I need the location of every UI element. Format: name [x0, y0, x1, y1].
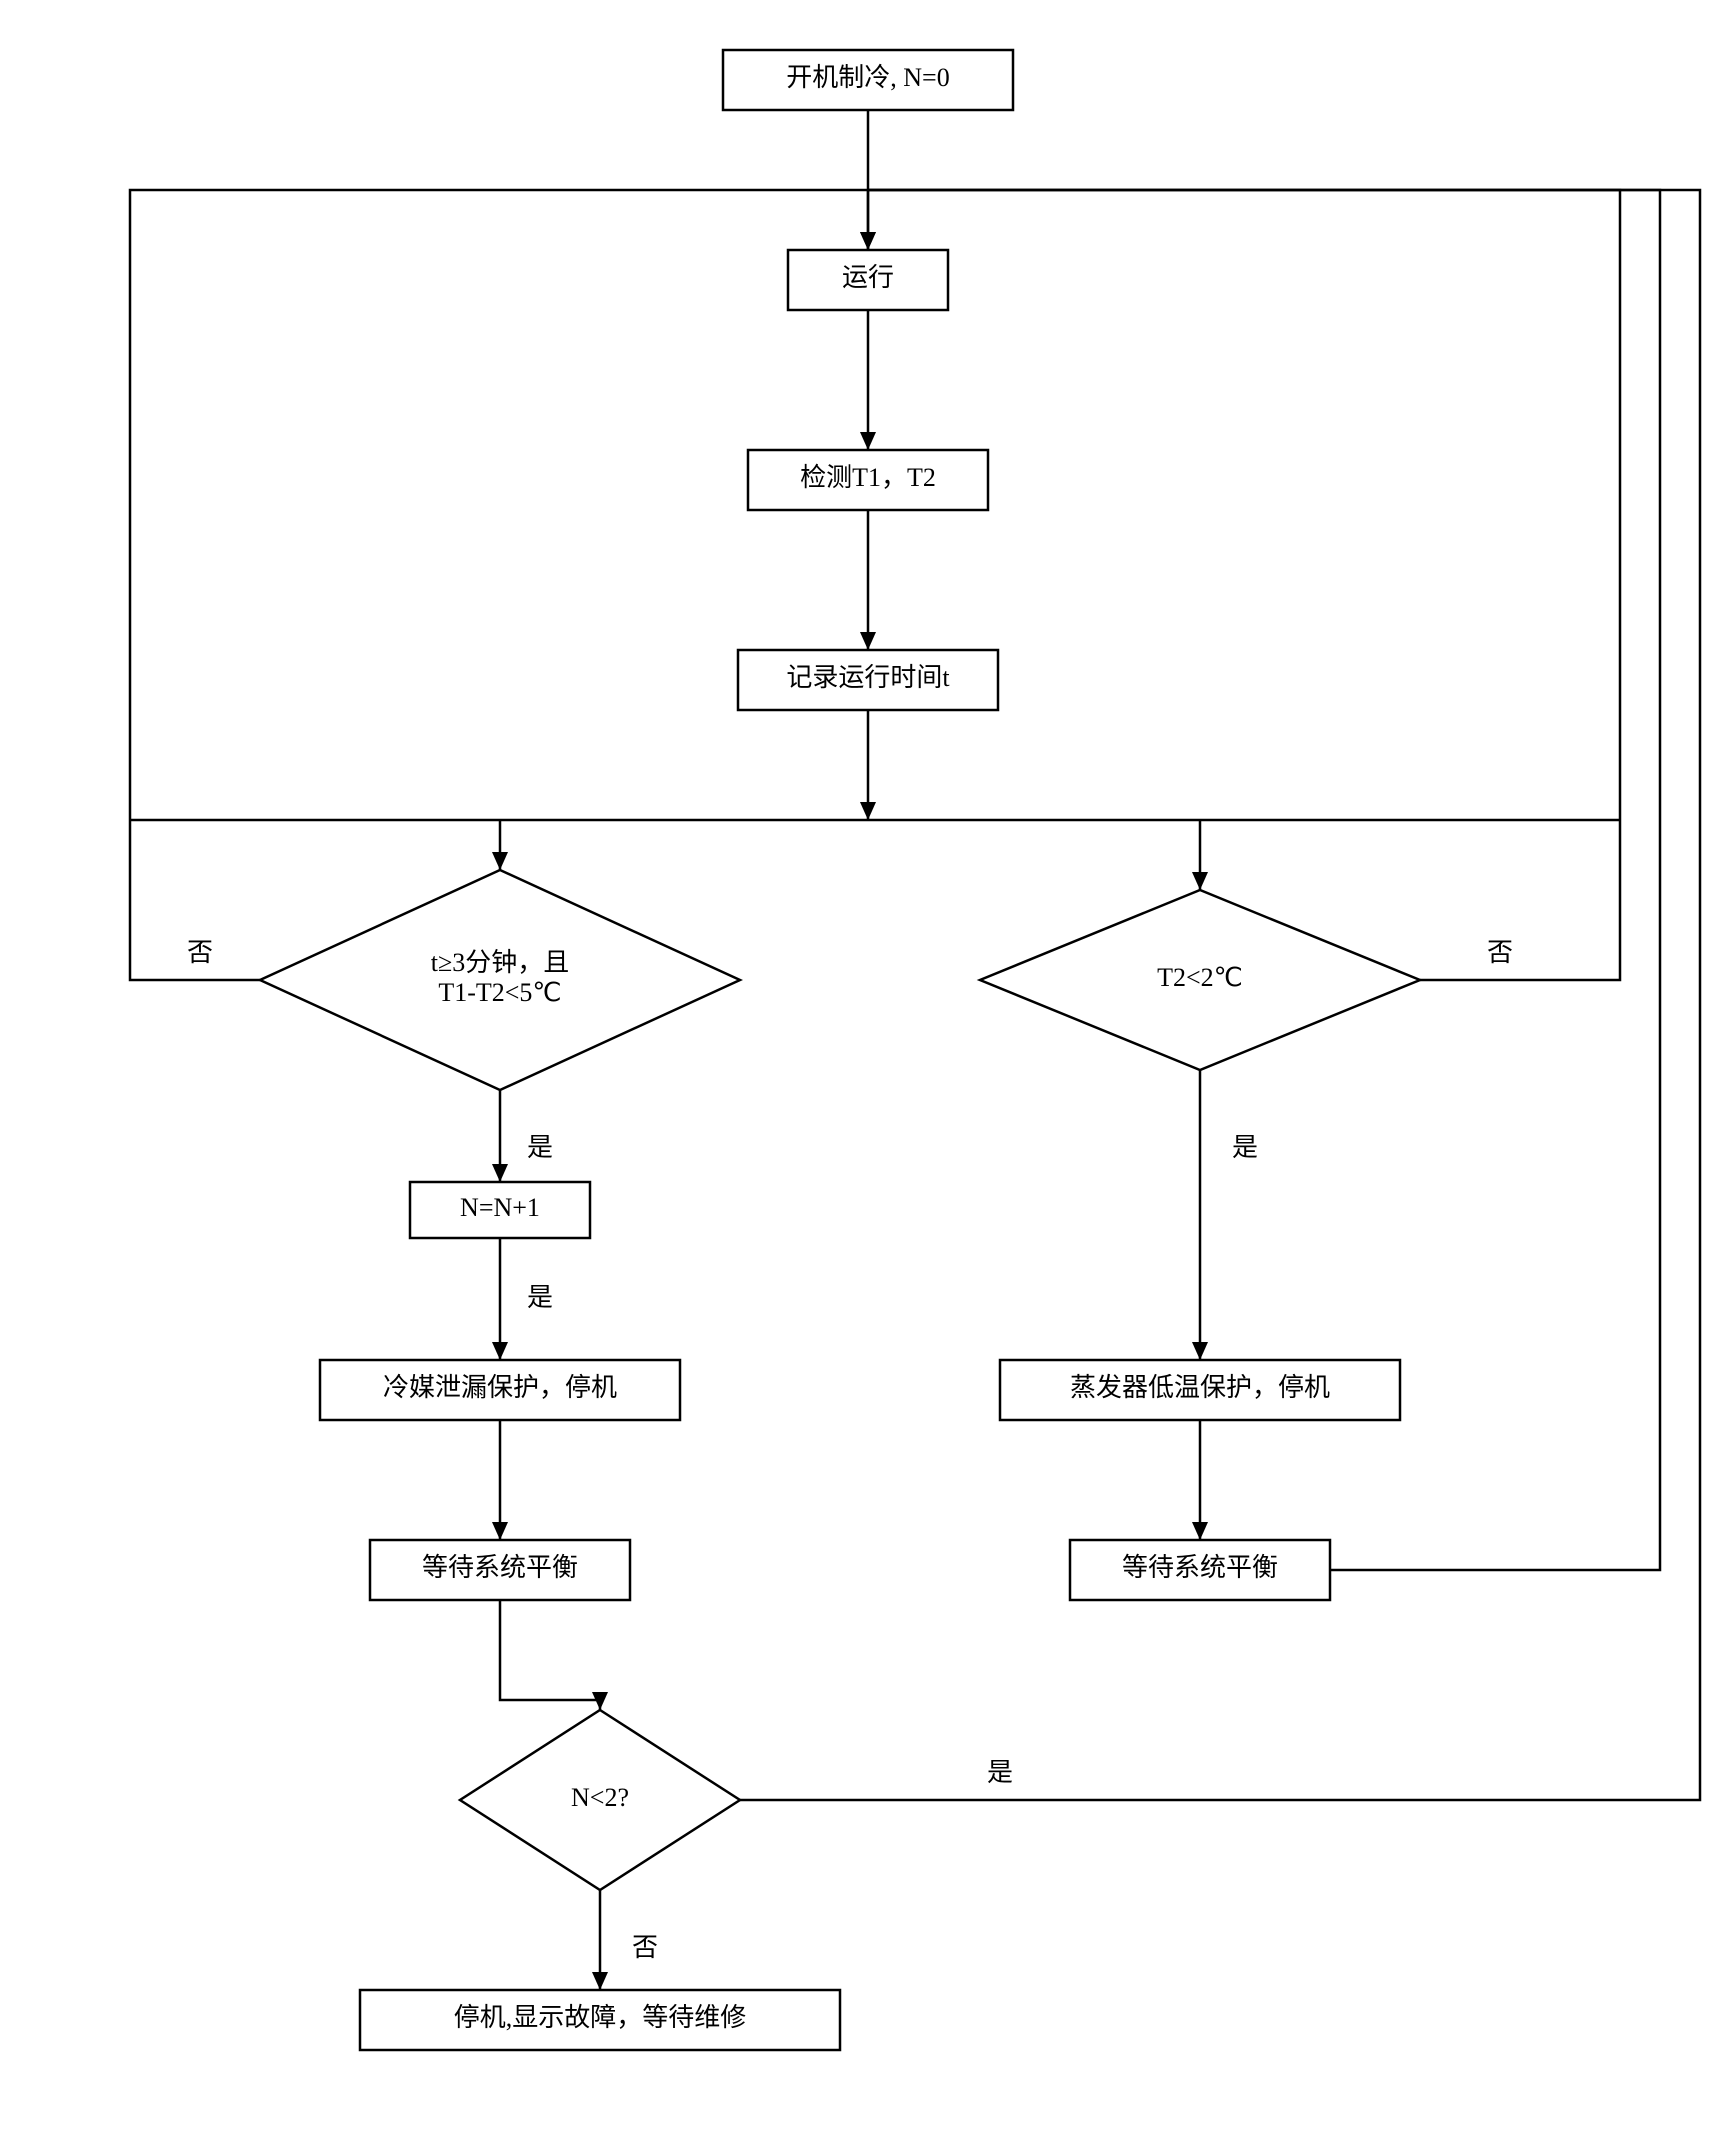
- node-label: 等待系统平衡: [422, 1553, 578, 1582]
- edge-label: 是: [527, 1133, 553, 1162]
- node-label: 冷媒泄漏保护，停机: [383, 1373, 617, 1402]
- node-label: 蒸发器低温保护，停机: [1070, 1373, 1330, 1402]
- edge-label: 是: [1232, 1133, 1258, 1162]
- edge-label: 否: [632, 1933, 658, 1962]
- node-label: 开机制冷, N=0: [786, 63, 949, 92]
- node-label: 等待系统平衡: [1122, 1553, 1278, 1582]
- edge-label: 是: [527, 1283, 553, 1312]
- edge-label: 否: [187, 938, 213, 967]
- node-label: N=N+1: [460, 1193, 540, 1222]
- edge-label: 是: [987, 1758, 1013, 1787]
- edge-label: 否: [1487, 938, 1513, 967]
- node-label: T1-T2<5℃: [438, 978, 561, 1007]
- node-label: 停机,显示故障，等待维修: [454, 2003, 747, 2032]
- node-label: T2<2℃: [1157, 963, 1243, 992]
- node-label: 记录运行时间t: [786, 663, 950, 692]
- node-label: 运行: [842, 263, 894, 292]
- node-label: t≥3分钟，且: [431, 948, 570, 977]
- node-label: N<2?: [571, 1783, 629, 1812]
- node-label: 检测T1，T2: [800, 463, 936, 492]
